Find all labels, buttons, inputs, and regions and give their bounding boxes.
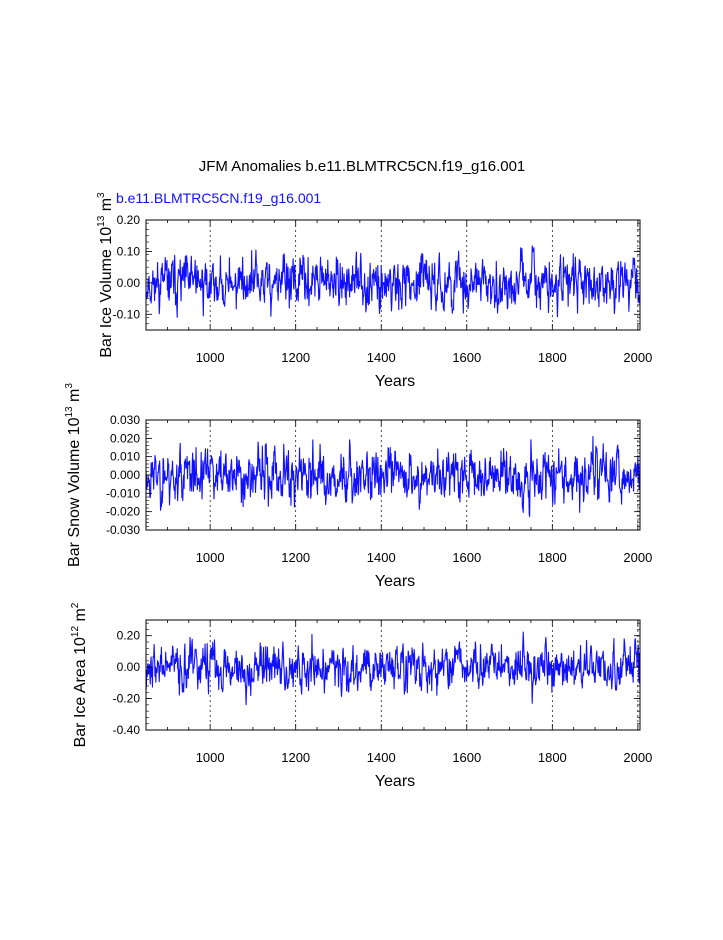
panel-bar-ice-volume: b.e11.BLMTRC5CN.f19_g16.001 1000 1200 1400 1…	[96, 190, 652, 390]
x-tick-label: 1200	[281, 550, 310, 565]
y-tick-label: -0.40	[113, 723, 141, 737]
y-axis-label-part: Bar Ice Volume 10	[98, 227, 115, 358]
y-axis-label-part: 3	[96, 192, 107, 198]
y-axis-label: Bar Snow Volume 1013 m3	[64, 383, 83, 567]
y-tick-label: 0.030	[110, 413, 140, 427]
y-axis-label-part: m	[98, 198, 115, 216]
x-tick-label: 2000	[623, 750, 652, 765]
plot-frame	[145, 619, 641, 731]
y-tick-label: -0.020	[106, 505, 140, 519]
y-axis-label-part: m	[66, 389, 83, 407]
y-axis-label-part: 3	[64, 383, 75, 389]
data-series-line	[145, 436, 641, 518]
panel-subtitle: b.e11.BLMTRC5CN.f19_g16.001	[116, 190, 321, 206]
x-tick-label: 2000	[623, 550, 652, 565]
y-axis-label-part: 13	[64, 406, 75, 418]
x-tick-label: 1000	[196, 550, 225, 565]
plot-frame	[145, 219, 641, 331]
x-tick-label: 1200	[281, 350, 310, 365]
x-axis-label: Years	[375, 373, 415, 390]
data-series-line	[145, 245, 641, 318]
x-tick-label: 1400	[367, 550, 396, 565]
y-axis-label-part: 2	[70, 602, 81, 608]
y-axis-label-part: 12	[70, 626, 81, 638]
y-tick-label: -0.10	[113, 307, 141, 321]
x-tick-label: 1800	[538, 350, 567, 365]
y-tick-label: 0.020	[110, 431, 140, 445]
y-axis-label-part: 13	[96, 215, 107, 227]
x-tick-label: 1600	[452, 750, 481, 765]
x-tick-label: 2000	[623, 350, 652, 365]
x-tick-label: 1800	[538, 550, 567, 565]
x-tick-label: 1400	[367, 750, 396, 765]
y-tick-label: 0.20	[117, 629, 141, 643]
y-axis-label: Bar Ice Volume 1013 m3	[96, 192, 115, 358]
x-tick-label: 1600	[452, 550, 481, 565]
y-tick-label: 0.010	[110, 450, 140, 464]
x-tick-label: 1400	[367, 350, 396, 365]
y-axis-label-part: Bar Ice Area 10	[72, 637, 89, 747]
y-tick-label: 0.20	[117, 213, 141, 227]
x-tick-label: 1000	[196, 350, 225, 365]
y-tick-label: 0.000	[110, 468, 140, 482]
panel-bar-snow-volume: 1000 1200 1400 1600 1800 2000 0.030 0.020 0.010 0…	[64, 383, 652, 590]
x-axis-label: Years	[375, 773, 415, 790]
x-tick-label: 1000	[196, 750, 225, 765]
y-tick-label: -0.010	[106, 486, 140, 500]
y-axis-label-part: Bar Snow Volume 10	[66, 417, 83, 567]
x-tick-label: 1600	[452, 350, 481, 365]
data-series-line	[145, 631, 641, 706]
panel-bar-ice-area: 1000 1200 1400 1600 1800 2000 0.20 0.00 -0.20 -0.…	[70, 602, 652, 790]
y-tick-label: 0.00	[117, 276, 141, 290]
y-tick-label: 0.10	[117, 244, 141, 258]
y-axis-label-part: m	[72, 608, 89, 626]
page-title: JFM Anomalies b.e11.BLMTRC5CN.f19_g16.00…	[199, 158, 526, 175]
x-axis-label: Years	[375, 573, 415, 590]
x-tick-label: 1800	[538, 750, 567, 765]
x-tick-label: 1200	[281, 750, 310, 765]
y-tick-label: 0.00	[117, 660, 141, 674]
y-tick-label: -0.20	[113, 692, 141, 706]
y-axis-label: Bar Ice Area 1012 m2	[70, 602, 89, 747]
y-tick-label: -0.030	[106, 523, 140, 537]
